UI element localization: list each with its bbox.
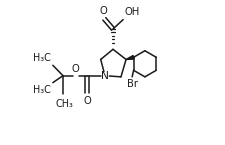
Text: Br: Br	[126, 79, 137, 89]
Text: O: O	[99, 6, 107, 16]
Text: H₃C: H₃C	[33, 85, 50, 95]
Polygon shape	[126, 56, 133, 59]
Text: H₃C: H₃C	[33, 53, 50, 63]
Text: O: O	[83, 96, 90, 106]
Text: OH: OH	[124, 7, 139, 17]
Text: O: O	[71, 64, 79, 74]
Text: CH₃: CH₃	[55, 99, 73, 109]
Text: N: N	[101, 71, 108, 81]
